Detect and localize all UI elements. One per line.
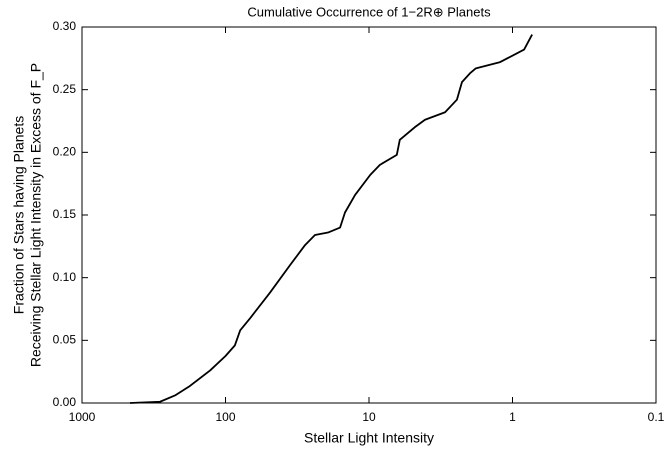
x-axis-title: Stellar Light Intensity (304, 430, 434, 446)
y-tick-label: 0.30 (53, 19, 77, 33)
y-tick-label: 0.00 (53, 395, 77, 409)
x-tick-label: 1 (509, 410, 516, 424)
y-tick-label: 0.20 (53, 145, 77, 159)
x-tick-label: 10 (362, 410, 376, 424)
chart-title: Cumulative Occurrence of 1−2R⊕ Planets (247, 4, 491, 19)
y-tick-label: 0.15 (53, 207, 77, 221)
y-axis-title: Receiving Stellar Light Intensity in Exc… (28, 63, 44, 367)
x-tick-label: 100 (215, 410, 235, 424)
plot-frame (81, 26, 657, 404)
y-tick-label: 0.05 (53, 333, 77, 347)
x-tick-label: 0.1 (648, 410, 665, 424)
x-tick-label: 1000 (69, 410, 96, 424)
y-axis-title: Fraction of Stars having Planets (11, 116, 27, 314)
data-line (129, 34, 533, 404)
y-tick-label: 0.10 (53, 270, 77, 284)
y-tick-label: 0.25 (53, 82, 77, 96)
